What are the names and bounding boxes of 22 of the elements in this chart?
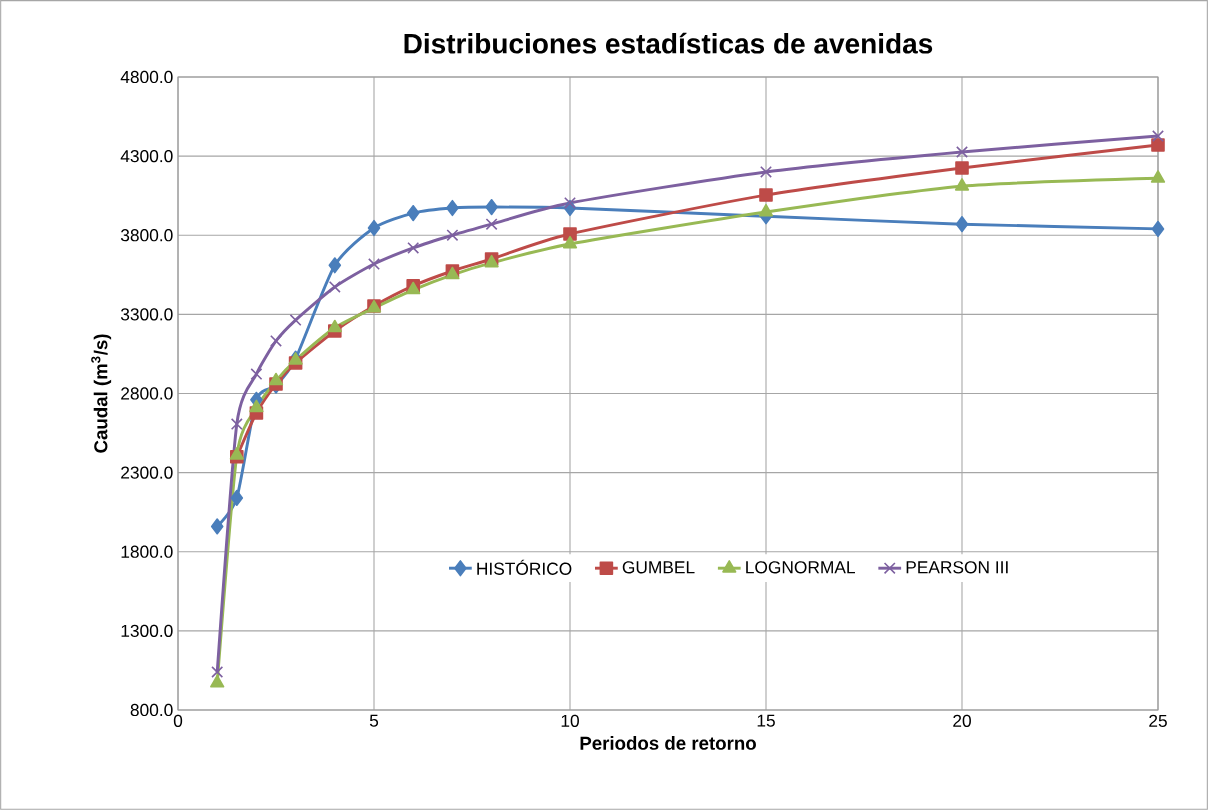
y-tick-label: 800.0 [130,703,173,717]
x-tick-label: 15 [757,714,775,727]
y-tick-label: 1300.0 [121,624,173,637]
y-tick-label: 3800.0 [120,229,173,242]
chart-title: Distribuciones estadísticas de avenidas [404,32,933,54]
x-tick-label: 5 [369,714,379,727]
legend-label: GUMBEL [622,561,695,574]
y-tick-label: 1800.0 [121,545,173,558]
y-tick-label: 4800.0 [120,70,173,84]
y-axis-title: Caudal (m$^{3}$/s) [91,334,112,453]
y-tick-label: 2800.0 [121,387,173,400]
x-tick-label: 20 [953,714,971,727]
y-tick-label: 4300.0 [120,149,173,163]
x-tick-label: 25 [1149,714,1167,727]
x-axis-title: Periodos de retorno [580,736,756,750]
legend-label: LOGNORMAL [746,561,855,574]
y-tick-label: 3300.0 [120,308,173,321]
y-tick-label: 2300.0 [121,466,173,479]
legend-label: PEARSON III [906,561,1008,574]
x-tick-label: 0 [173,714,183,727]
x-tick-label: 10 [561,714,579,727]
legend-label: HISTÓRICO [477,559,572,575]
